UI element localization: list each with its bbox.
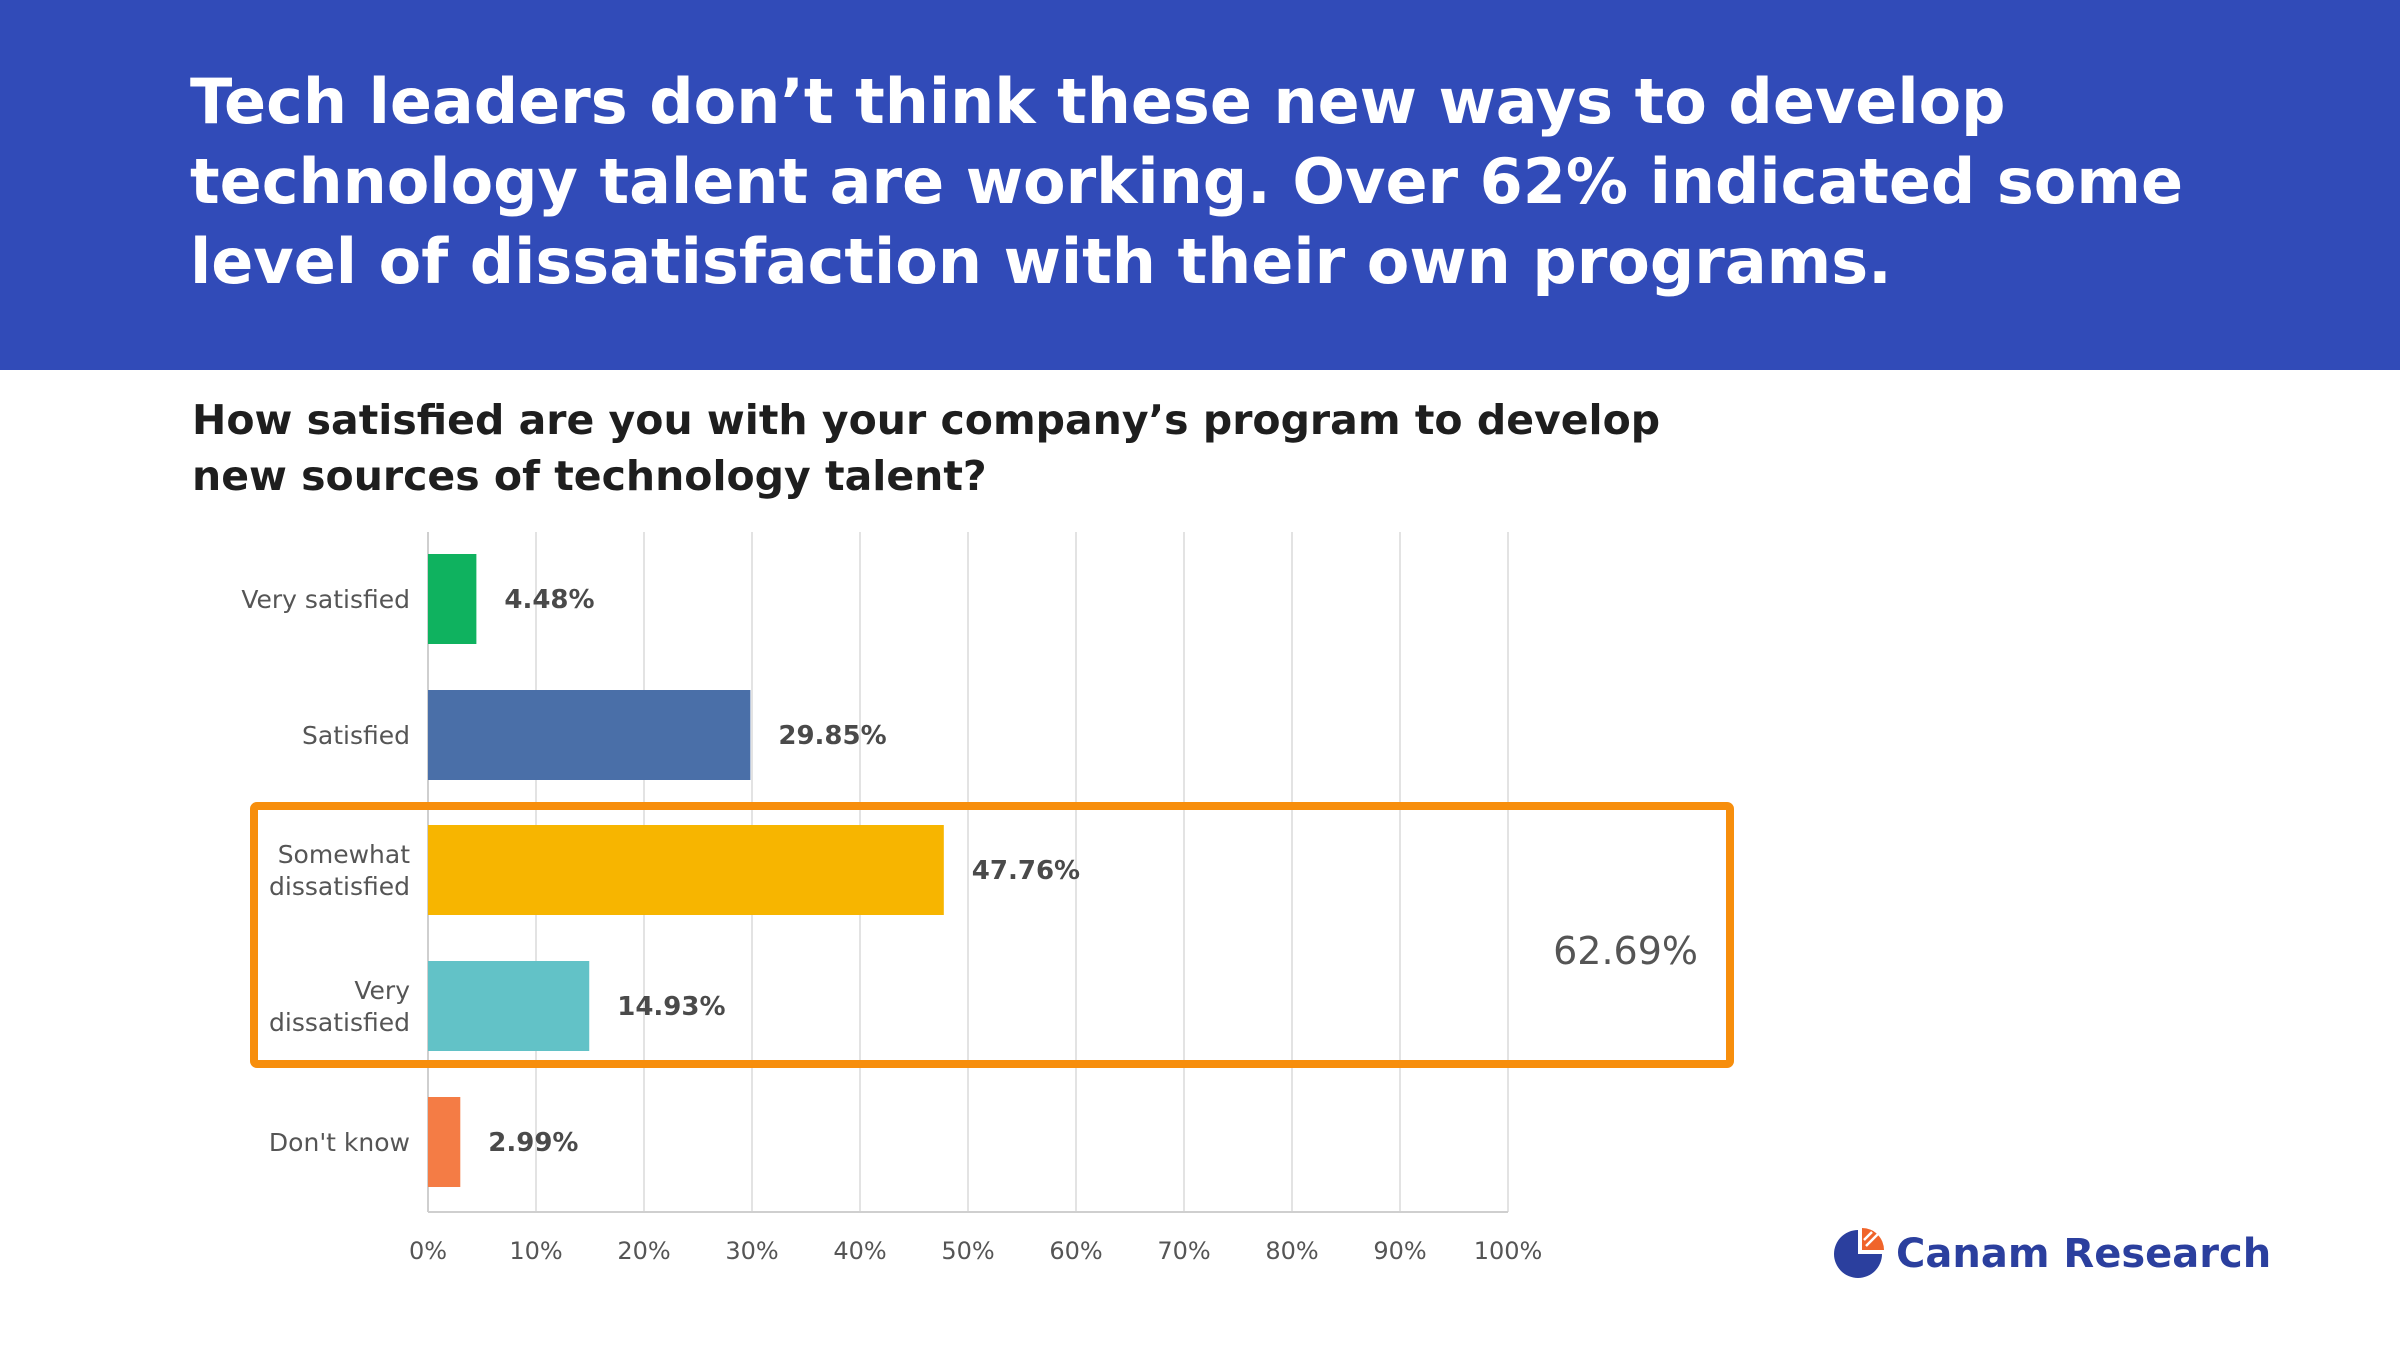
x-tick-label: 0% [409,1237,447,1265]
headline: Tech leaders don’t think these new ways … [190,65,2184,298]
bar [428,1097,461,1187]
x-tick-label: 100% [1474,1237,1543,1265]
bar-value-label: 47.76% [972,856,1080,886]
x-tick-label: 90% [1373,1237,1426,1265]
bar-value-label: 14.93% [617,992,725,1022]
category-label: Somewhat [278,840,411,869]
bar-value-label: 29.85% [778,721,886,751]
x-tick-label: 60% [1049,1237,1102,1265]
bar [428,961,590,1051]
chart-question: How satisfied are you with your company’… [192,396,1661,500]
x-tick-label: 10% [509,1237,562,1265]
highlight-box [250,802,1734,1068]
bar [428,825,944,915]
x-tick-label: 20% [617,1237,670,1265]
brand-name: Canam Research [1896,1231,2272,1277]
x-tick-label: 40% [833,1237,886,1265]
category-label: dissatisfied [269,1008,410,1037]
category-label: Very satisfied [241,585,410,614]
bar-value-label: 4.48% [504,585,594,615]
x-tick-label: 50% [941,1237,994,1265]
bar [428,690,751,780]
bar [428,554,477,644]
x-tick-label: 70% [1157,1237,1210,1265]
pie-chart-icon [1834,1228,1884,1278]
category-label: Don't know [269,1128,410,1157]
category-label: Very [354,976,410,1005]
x-tick-label: 80% [1265,1237,1318,1265]
x-tick-label: 30% [725,1237,778,1265]
category-label: Satisfied [302,721,410,750]
category-label: dissatisfied [269,872,410,901]
highlight-total-label: 62.69% [1553,929,1698,973]
bar-value-label: 2.99% [488,1128,578,1158]
brand-logo: Canam Research [1830,1224,2271,1284]
header-banner [0,0,2400,370]
